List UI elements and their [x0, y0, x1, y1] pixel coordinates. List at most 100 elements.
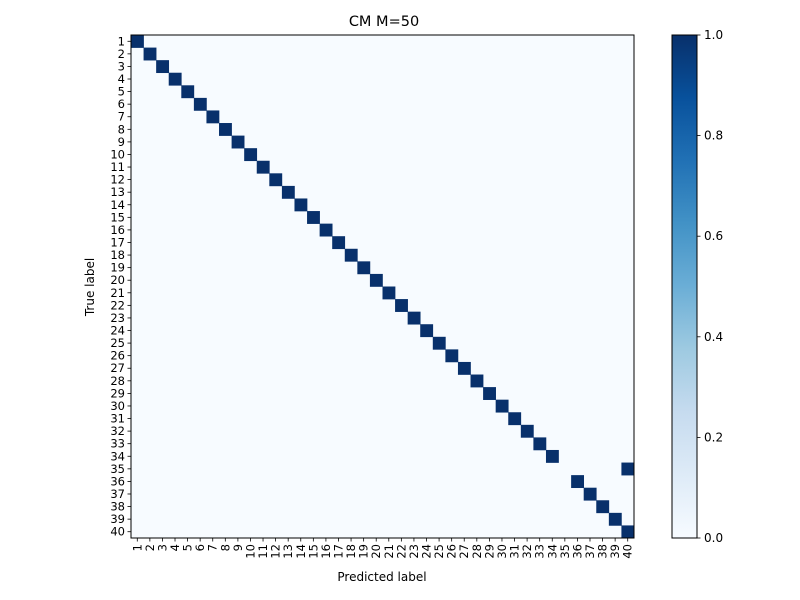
y-tick-label: 32 [110, 424, 125, 438]
x-tick-label: 7 [206, 544, 220, 551]
heatmap-cell [520, 424, 534, 438]
y-tick-label: 29 [110, 386, 125, 400]
y-tick-label: 7 [118, 110, 125, 124]
y-tick-label: 13 [110, 185, 125, 199]
x-tick-label: 26 [445, 544, 459, 559]
y-tick-label: 39 [110, 512, 125, 526]
heatmap-cell [319, 223, 333, 237]
x-tick-label: 39 [608, 544, 622, 559]
heatmap-cell [420, 324, 434, 338]
x-tick-label: 28 [470, 544, 484, 559]
colorbar-ticks: 0.0 0.2 0.4 0.6 0.8 1.0 [697, 28, 723, 545]
heatmap-cell [533, 437, 547, 451]
heatmap-cell [495, 399, 509, 413]
x-tick-label: 16 [319, 544, 333, 559]
colorbar-tick-label: 0.6 [704, 229, 723, 243]
x-tick-label: 32 [520, 544, 534, 559]
heatmap-cell [621, 525, 635, 539]
y-tick-label: 10 [110, 147, 125, 161]
y-tick-label: 22 [110, 298, 125, 312]
x-tick-label: 17 [331, 544, 345, 559]
y-tick-label: 35 [110, 462, 125, 476]
y-tick-label: 8 [118, 122, 125, 136]
x-tick-label: 4 [168, 544, 182, 551]
heatmap-cell [395, 299, 408, 312]
chart-title: CM M=50 [349, 14, 419, 30]
heatmap-cell [407, 311, 421, 325]
colorbar-tick-label: 0.0 [704, 531, 723, 545]
y-tick-label: 3 [118, 59, 125, 73]
colorbar-gradient [671, 34, 698, 539]
y-tick-label: 18 [110, 248, 125, 262]
x-tick-label: 25 [432, 544, 446, 559]
heatmap-cell [168, 72, 182, 86]
x-tick-label: 33 [533, 544, 547, 559]
x-tick-label: 29 [482, 544, 496, 559]
plot-frame [130, 34, 635, 539]
y-tick-label: 23 [110, 311, 125, 325]
y-tick-label: 26 [110, 349, 125, 363]
x-tick-label: 5 [181, 544, 195, 551]
heatmap-area [130, 34, 635, 539]
heatmap-cell [357, 261, 371, 275]
heatmap-cell [382, 286, 396, 300]
x-tick-label: 35 [558, 544, 572, 559]
x-tick-label: 1 [130, 544, 144, 551]
heatmap-cell [369, 273, 383, 287]
y-tick-label: 12 [110, 173, 125, 187]
y-tick-label: 2 [118, 47, 125, 61]
heatmap-cell [269, 173, 283, 187]
heatmap-cell [608, 512, 622, 526]
y-tick-label: 28 [110, 374, 125, 388]
colorbar: 0.0 0.2 0.4 0.6 0.8 1.0 [671, 28, 723, 545]
heatmap-cell [344, 248, 358, 262]
heatmap-cell [256, 160, 270, 174]
heatmap-cell [432, 336, 446, 350]
y-tick-label: 5 [118, 85, 125, 99]
heatmap-cell [131, 35, 144, 48]
x-tick-label: 34 [545, 544, 559, 559]
y-tick-label: 31 [110, 412, 125, 426]
y-tick-label: 16 [110, 223, 125, 237]
x-tick-label: 37 [583, 544, 597, 559]
heatmap-cell [545, 449, 559, 463]
colorbar-tick-label: 0.4 [704, 330, 723, 344]
heatmap-cell [583, 487, 597, 501]
colorbar-tick-label: 0.2 [704, 430, 723, 444]
x-tick-label: 12 [269, 544, 283, 559]
colorbar-tick-label: 0.8 [704, 129, 723, 143]
x-tick-label: 38 [596, 544, 610, 559]
x-axis-ticks: 1234567891011121314151617181920212223242… [130, 538, 635, 559]
heatmap-cell [219, 123, 232, 136]
heatmap-cell [470, 374, 484, 388]
y-tick-label: 14 [110, 198, 125, 212]
y-tick-label: 20 [110, 273, 125, 287]
colorbar-tick-label: 1.0 [704, 28, 723, 42]
heatmap-cell [231, 135, 245, 149]
x-tick-label: 8 [218, 544, 232, 551]
heatmap-cell [483, 387, 496, 400]
heatmap-cell [181, 85, 195, 99]
y-tick-label: 11 [110, 160, 125, 174]
heatmap-cell [596, 500, 610, 514]
x-tick-label: 13 [281, 544, 295, 559]
y-tick-label: 33 [110, 437, 125, 451]
x-tick-label: 36 [570, 544, 584, 559]
heatmap-cell [281, 185, 295, 199]
x-tick-label: 19 [357, 544, 371, 559]
x-tick-label: 11 [256, 544, 270, 559]
y-tick-label: 30 [110, 399, 125, 413]
x-tick-label: 40 [621, 544, 635, 559]
heatmap-cells [131, 35, 635, 539]
y-tick-label: 38 [110, 500, 125, 514]
y-tick-label: 36 [110, 474, 125, 488]
y-tick-label: 4 [118, 72, 125, 86]
y-tick-label: 40 [110, 525, 125, 539]
x-tick-label: 10 [243, 544, 257, 559]
x-tick-label: 30 [495, 544, 509, 559]
x-tick-label: 31 [508, 544, 522, 559]
heatmap-cell [294, 198, 308, 212]
heatmap-cell [244, 148, 258, 162]
heatmap-cell [457, 361, 471, 375]
